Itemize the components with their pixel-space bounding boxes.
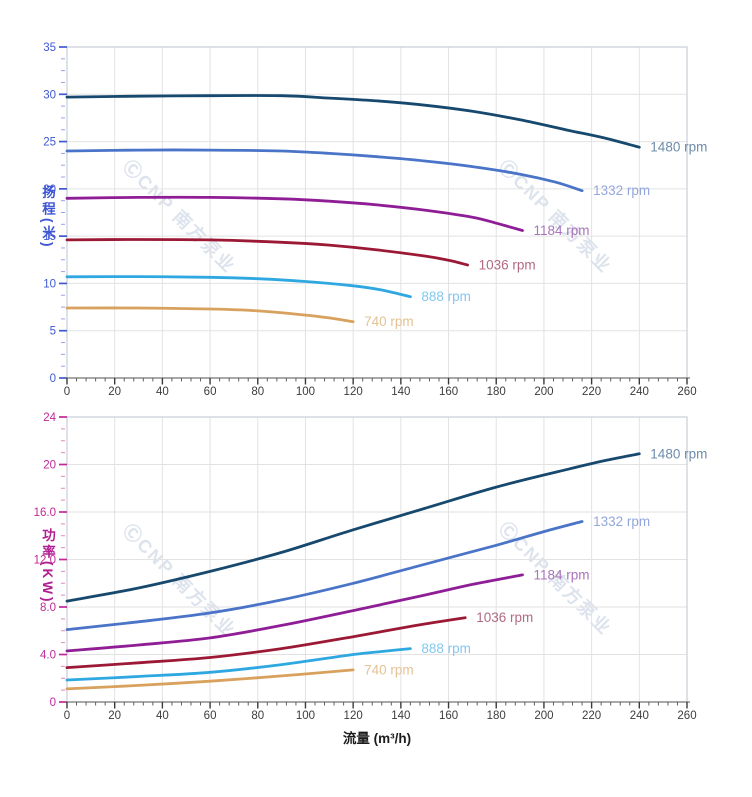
y-tick-label: 30 — [43, 89, 56, 101]
x-tick-label: 120 — [344, 710, 363, 722]
curve-label: 1332 rpm — [593, 183, 650, 198]
x-tick-label: 100 — [296, 386, 315, 398]
pump-curve-head-1480-rpm — [65, 94, 641, 149]
y-tick-label: 16.0 — [34, 507, 56, 519]
curve-label: 888 rpm — [421, 641, 471, 656]
curve-label: 888 rpm — [421, 289, 471, 304]
y-tick-label: 12.0 — [34, 555, 56, 567]
pump-curve-power-740-rpm — [65, 668, 355, 691]
x-tick-label: 0 — [64, 710, 70, 722]
x-tick-label: 160 — [439, 386, 458, 398]
y-tick-label: 24 — [43, 412, 56, 424]
y-tick-label: 25 — [43, 137, 56, 149]
x-tick-label: 40 — [156, 386, 169, 398]
curve-label: 1036 rpm — [476, 610, 533, 625]
x-tick-label: 240 — [630, 386, 649, 398]
x-tick-label: 120 — [344, 386, 363, 398]
head-axis-title: 扬程(米) — [40, 185, 55, 250]
curve-label: 740 rpm — [364, 314, 414, 329]
x-tick-label: 80 — [251, 710, 264, 722]
x-tick-label: 180 — [487, 710, 506, 722]
pump-curve-head-1332-rpm — [65, 148, 584, 193]
y-tick-label: 20 — [43, 184, 56, 196]
x-tick-label: 40 — [156, 710, 169, 722]
x-tick-label: 140 — [391, 386, 410, 398]
x-tick-label: 60 — [204, 710, 217, 722]
y-tick-label: 0 — [50, 697, 56, 709]
x-tick-label: 80 — [251, 386, 264, 398]
x-tick-label: 220 — [582, 386, 601, 398]
x-tick-label: 260 — [677, 386, 696, 398]
x-tick-label: 0 — [64, 386, 70, 398]
pump-curve-head-888-rpm — [65, 275, 412, 299]
pump-curve-power-1036-rpm — [65, 616, 467, 669]
pump-curve-head-740-rpm — [65, 306, 355, 324]
y-tick-label: 0 — [50, 373, 56, 385]
x-tick-label: 220 — [582, 710, 601, 722]
curve-label: 1480 rpm — [650, 140, 707, 155]
curve-label: 1480 rpm — [650, 446, 707, 461]
x-tick-label: 240 — [630, 710, 649, 722]
x-tick-label: 60 — [204, 386, 217, 398]
pump-curve-head-1184-rpm — [65, 195, 524, 232]
x-tick-label: 20 — [108, 386, 121, 398]
x-tick-label: 140 — [391, 710, 410, 722]
y-tick-label: 8.0 — [40, 602, 56, 614]
chart-head: 0 5 10 15 20 25 30 35 0 20 40 60 80 100 120 140 160 180 20… — [43, 42, 707, 398]
curve-label: 1332 rpm — [593, 514, 650, 529]
curve-label: 1036 rpm — [479, 257, 536, 272]
pump-curve-power-1184-rpm — [65, 573, 524, 653]
x-tick-label: 160 — [439, 710, 458, 722]
x-tick-label: 20 — [108, 710, 121, 722]
y-tick-label: 15 — [43, 231, 56, 243]
x-tick-label: 200 — [534, 710, 553, 722]
y-tick-label: 20 — [43, 460, 56, 472]
power-axis-title: 功率(KW) — [40, 528, 55, 605]
x-tick-label: 100 — [296, 710, 315, 722]
pump-curve-head-1036-rpm — [65, 238, 469, 267]
x-tick-label: 260 — [677, 710, 696, 722]
x-tick-label: 200 — [534, 386, 553, 398]
y-tick-label: 35 — [43, 42, 56, 54]
curve-label: 740 rpm — [364, 662, 414, 677]
pump-curve-power-1480-rpm — [65, 452, 641, 603]
flow-axis-title: 流量 (m³/h) — [342, 731, 412, 746]
y-tick-label: 10 — [43, 278, 56, 290]
x-tick-label: 180 — [487, 386, 506, 398]
y-tick-label: 5 — [50, 326, 56, 338]
pump-curve-power-888-rpm — [65, 647, 412, 682]
curve-label: 1184 rpm — [533, 223, 589, 238]
curve-label: 1184 rpm — [533, 567, 589, 582]
pump-curve-power-1332-rpm — [65, 520, 584, 631]
y-tick-label: 4.0 — [40, 650, 56, 662]
